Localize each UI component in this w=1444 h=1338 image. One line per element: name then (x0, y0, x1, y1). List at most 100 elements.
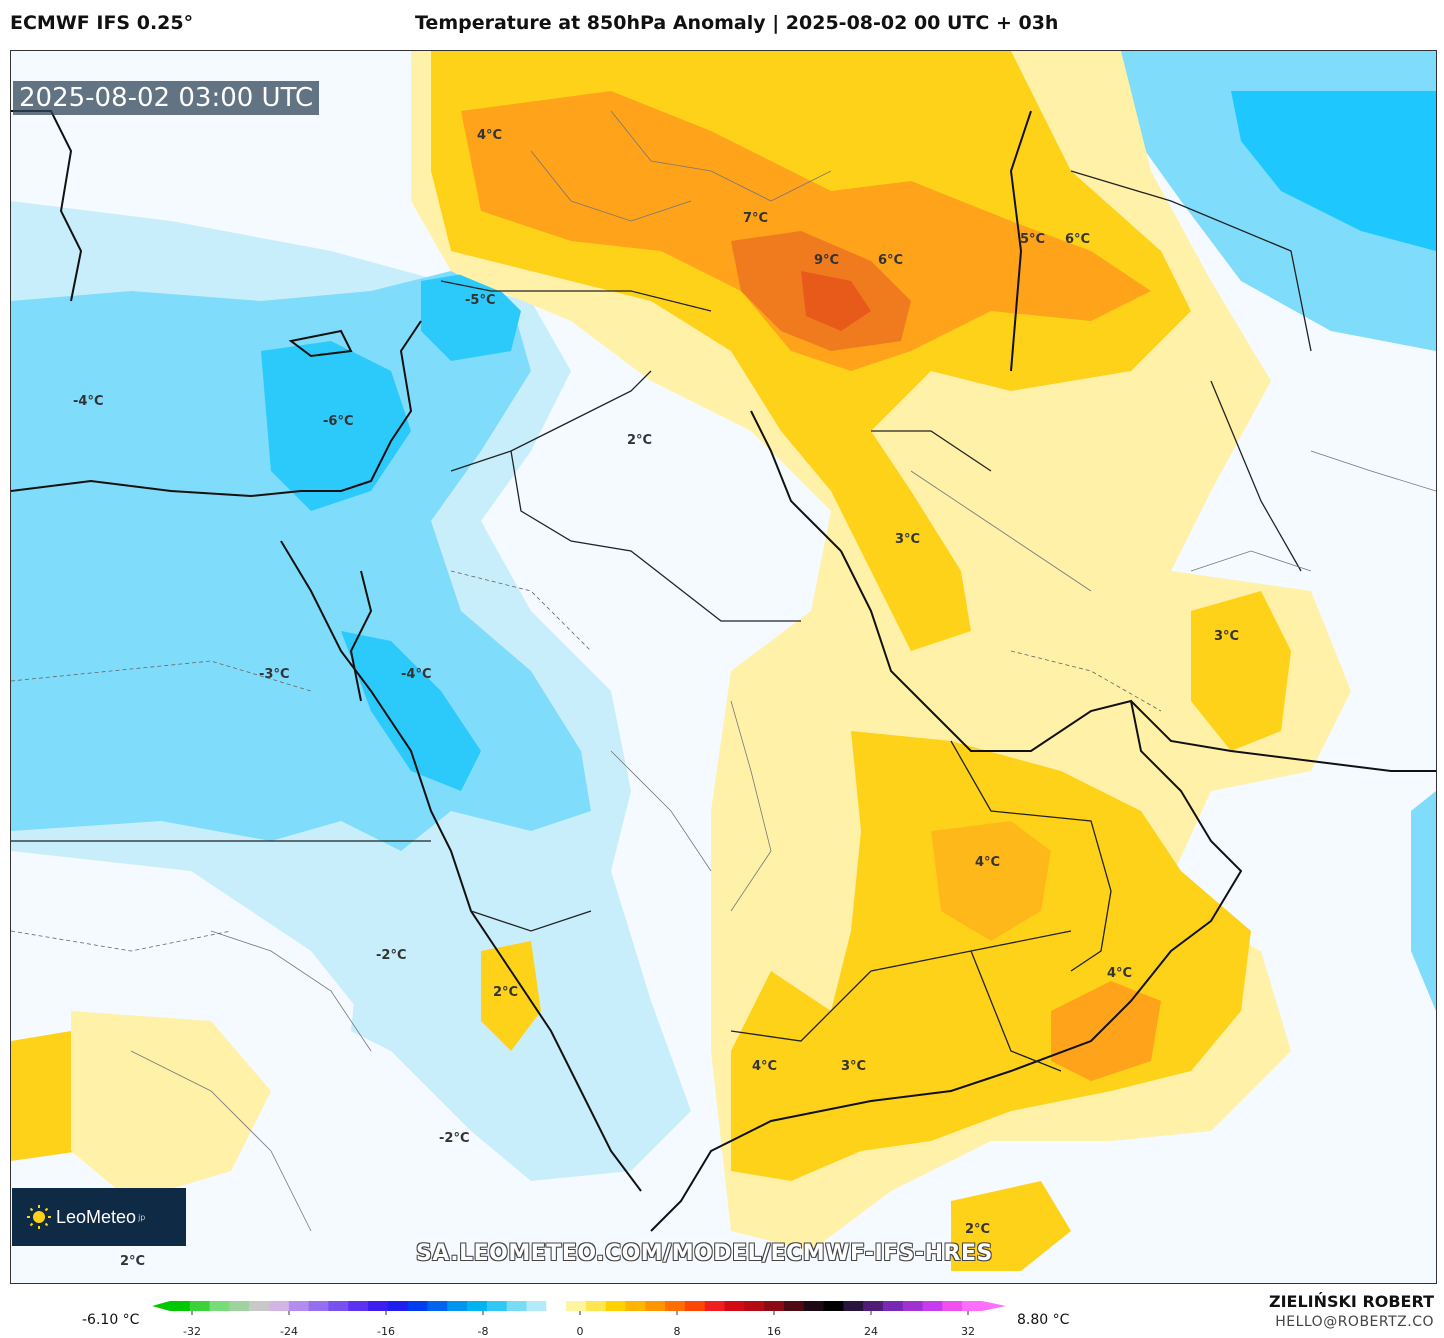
cold-region-northeast-strong (1231, 91, 1436, 251)
legend-swatch (684, 1301, 706, 1311)
cold-region-east (1411, 791, 1436, 1011)
map-label: 4°C (975, 855, 1000, 870)
map-label: 2°C (120, 1254, 145, 1269)
anomaly-map: 4°C 7°C 9°C 6°C 5°C 6°C -5°C -4°C -6°C 2… (10, 50, 1437, 1284)
map-label: -2°C (376, 948, 406, 963)
map-label: 4°C (1107, 966, 1132, 981)
legend-swatch (645, 1301, 666, 1311)
map-canvas: 4°C 7°C 9°C 6°C 5°C 6°C -5°C -4°C -6°C 2… (11, 51, 1436, 1283)
legend-swatch (447, 1301, 468, 1311)
map-label: 6°C (878, 253, 903, 268)
map-label: -5°C (465, 293, 495, 308)
legend-swatch (229, 1301, 250, 1311)
legend-arrow-left (152, 1301, 170, 1311)
legend-tick-label: -32 (183, 1325, 201, 1338)
legend-swatch (288, 1301, 310, 1311)
warm-region-africa-s (71, 1011, 271, 1201)
legend-swatch (506, 1301, 527, 1311)
legend-swatch (387, 1301, 409, 1311)
legend-min-value: -6.10 °C (82, 1312, 140, 1328)
map-title: Temperature at 850hPa Anomaly | 2025-08-… (415, 12, 1059, 34)
legend-swatch (407, 1301, 428, 1311)
legend-tick-label: 32 (961, 1325, 975, 1338)
legend-swatch (882, 1301, 904, 1311)
legend-swatch (269, 1301, 290, 1311)
legend-swatch (803, 1301, 825, 1311)
map-label: -4°C (73, 394, 103, 409)
legend-arrow-right (982, 1301, 1006, 1311)
warm-region-eritrea (481, 941, 541, 1051)
legend-swatch (764, 1301, 785, 1311)
leometeo-logo: LeoMeteo jp (12, 1188, 186, 1246)
warm-region-somalia (951, 1181, 1071, 1271)
legend-swatch (566, 1301, 587, 1311)
legend-swatch (704, 1301, 726, 1311)
province-borders (130, 110, 1436, 1232)
model-name: ECMWF IFS 0.25° (10, 12, 194, 34)
valid-time-badge: 2025-08-02 03:00 UTC (13, 81, 320, 115)
country-borders (11, 170, 1312, 1072)
map-label: 7°C (743, 211, 768, 226)
legend-swatch (962, 1301, 983, 1311)
legend-tick-label: -24 (280, 1325, 298, 1338)
legend-swatch (427, 1301, 448, 1311)
map-label: 3°C (841, 1059, 866, 1074)
legend-swatch (526, 1301, 547, 1311)
logo-text: LeoMeteo (56, 1206, 137, 1227)
map-label: 3°C (895, 532, 920, 547)
legend-swatch (486, 1301, 508, 1311)
map-label: 2°C (965, 1222, 990, 1237)
author-name: ZIELIŃSKI ROBERT (1268, 1292, 1434, 1311)
legend-tick-label: 8 (674, 1325, 681, 1338)
legend-swatch (189, 1301, 211, 1311)
map-label: 3°C (1214, 629, 1239, 644)
legend-tick-label: 0 (577, 1325, 584, 1338)
legend-swatch (942, 1301, 963, 1311)
map-label: -6°C (323, 414, 353, 429)
cold-region-south-light (351, 931, 451, 1061)
legend-tick-label: -8 (478, 1325, 489, 1338)
warm-region-caucasus-peak (801, 271, 871, 331)
logo-suffix: jp (138, 1212, 146, 1222)
map-label: 4°C (477, 128, 502, 143)
warm-region-arabia-strong (931, 821, 1051, 941)
legend-swatch (209, 1301, 230, 1311)
sun-icon (27, 1205, 51, 1229)
legend-swatch (843, 1301, 864, 1311)
legend-swatch (585, 1301, 607, 1311)
legend-swatch (546, 1301, 567, 1311)
source-url: SA.LEOMETEO.COM/MODEL/ECMWF-IFS-HRES (416, 1241, 993, 1266)
legend-swatch (249, 1301, 270, 1311)
legend-swatch (625, 1301, 646, 1311)
warm-region-north-strong (461, 91, 1151, 371)
legend-swatch (328, 1301, 349, 1311)
legend-swatch (823, 1301, 844, 1311)
temperature-labels: 4°C 7°C 9°C 6°C 5°C 6°C -5°C -4°C -6°C 2… (73, 128, 1239, 1269)
author-email: HELLO@ROBERTZ.CO (1275, 1314, 1434, 1330)
map-label: 4°C (752, 1059, 777, 1074)
map-label: -3°C (259, 667, 289, 682)
legend-swatch (922, 1301, 943, 1311)
warm-region-iran-east (1191, 591, 1291, 751)
warm-region-oman-strong (1051, 981, 1161, 1081)
map-label: 6°C (1065, 232, 1090, 247)
contour-lines (11, 570, 1162, 952)
coastlines (11, 110, 1436, 1232)
map-label: 2°C (627, 433, 652, 448)
cold-region-west-strong (261, 341, 411, 511)
legend-swatch (170, 1301, 191, 1311)
legend-swatch (605, 1301, 627, 1311)
legend-swatch (744, 1301, 765, 1311)
legend-swatch (902, 1301, 924, 1311)
color-scale-legend: -32 -24 -16 -8 0 8 16 24 32 (152, 1301, 1006, 1338)
legend-max-value: 8.80 °C (1017, 1312, 1070, 1328)
legend-tick-label: -16 (377, 1325, 395, 1338)
cold-region-redsea (341, 631, 481, 791)
legend-swatch (467, 1301, 488, 1311)
legend-swatch (368, 1301, 389, 1311)
legend-swatch (308, 1301, 329, 1311)
legend-swatch (783, 1301, 805, 1311)
legend-swatch (665, 1301, 686, 1311)
legend-tick-label: 16 (767, 1325, 781, 1338)
legend-swatch (724, 1301, 745, 1311)
